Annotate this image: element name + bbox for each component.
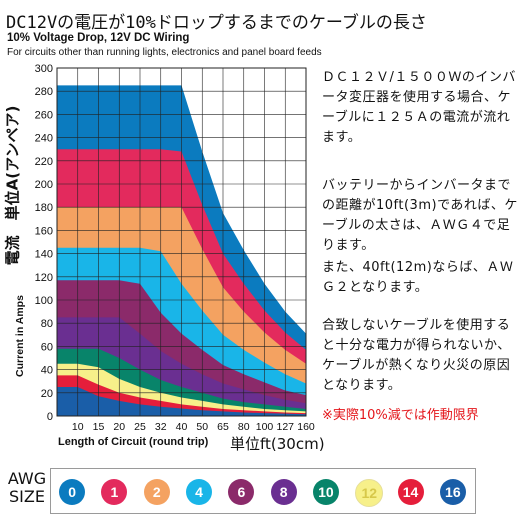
voltage-drop-chart: 0 20 40 60 80 100 120 140 160 180 200 220 240 260 280 3… [35,63,315,433]
awg-legend: 0 1 2 4 6 8 10 12 14 16 [50,468,476,514]
x-tick-label: 10 [72,421,84,433]
x-tick-label: 40 [176,421,188,433]
awg-size-label: AWG SIZE [7,469,47,506]
note-inverter-current: ＤＣ１２Ｖ/１５００Ｗのインバータ変圧器を使用する場合、ケーブルに１２５Ａの電流… [322,70,516,145]
y-tick-label: 40 [41,365,53,377]
x-tick-label: 100 [256,421,274,433]
chart-subtitle: 10% Voltage Drop, 12V DC Wiring [7,32,190,44]
x-axis-unit-label-jp: 単位ft(30cm) [230,435,325,453]
y-tick-label: 220 [35,156,53,168]
awg-chip-10: 10 [312,479,339,505]
awg-chip-0: 0 [59,479,86,505]
note-40ft-awg2: また、40ft(12m)ならば、ＡＷＧ２となります。 [322,260,514,295]
y-tick-label: 300 [35,63,53,75]
awg-chip-12: 12 [355,479,384,507]
awg-chip-1: 1 [101,479,128,505]
y-tick-label: 240 [35,133,53,145]
y-tick-label: 80 [41,318,53,330]
awg-chip-2: 2 [143,479,170,505]
awg-chip-4: 4 [186,479,213,505]
x-tick-label: 65 [217,421,229,433]
x-tick-label: 50 [196,421,208,433]
y-tick-label: 60 [41,341,53,353]
y-tick-label: 280 [35,86,53,98]
awg-chip-6: 6 [228,479,255,505]
page-title: DC12Vの電圧が10%ドロップするまでのケーブルの長さ [6,13,427,33]
x-tick-label: 127 [276,421,294,433]
note-limit-warning: ※実際10%減では作動限界 [322,408,479,423]
awg-chip-8: 8 [270,479,297,505]
y-tick-label: 160 [35,225,53,237]
awg-chip-16: 16 [439,479,466,505]
y-tick-label: 100 [35,295,53,307]
x-tick-label: 25 [134,421,146,433]
x-tick-label: 80 [238,421,250,433]
x-tick-label: 32 [155,421,167,433]
x-axis-label: Length of Circuit (round trip) [58,436,209,448]
plot-frame [56,67,307,417]
y-tick-label: 120 [35,272,53,284]
x-tick-label: 15 [93,421,105,433]
note-warning: 合致しないケーブルを使用すると十分な電力が得られないか、ケーブルが熱くなり火災の… [322,318,511,393]
note-10ft-awg4: バッテリーからインバータまでの距離が10ft(3m)であれば、ケーブルの太さは、… [322,178,518,253]
y-tick-label: 20 [41,388,53,400]
chart-caption: For circuits other than running lights, … [7,47,322,58]
y-tick-label: 200 [35,179,53,191]
y-tick-label: 140 [35,249,53,261]
y-axis-label: Current in Amps [14,295,26,377]
x-tick-label: 20 [113,421,125,433]
awg-chip-14: 14 [397,479,424,505]
y-axis-label-jp: 電流 単位A(アンペア) [3,105,22,266]
x-tick-label: 160 [297,421,315,433]
y-tick-label: 180 [35,202,53,214]
y-tick-label: 260 [35,109,53,121]
y-tick-label: 0 [47,411,53,423]
